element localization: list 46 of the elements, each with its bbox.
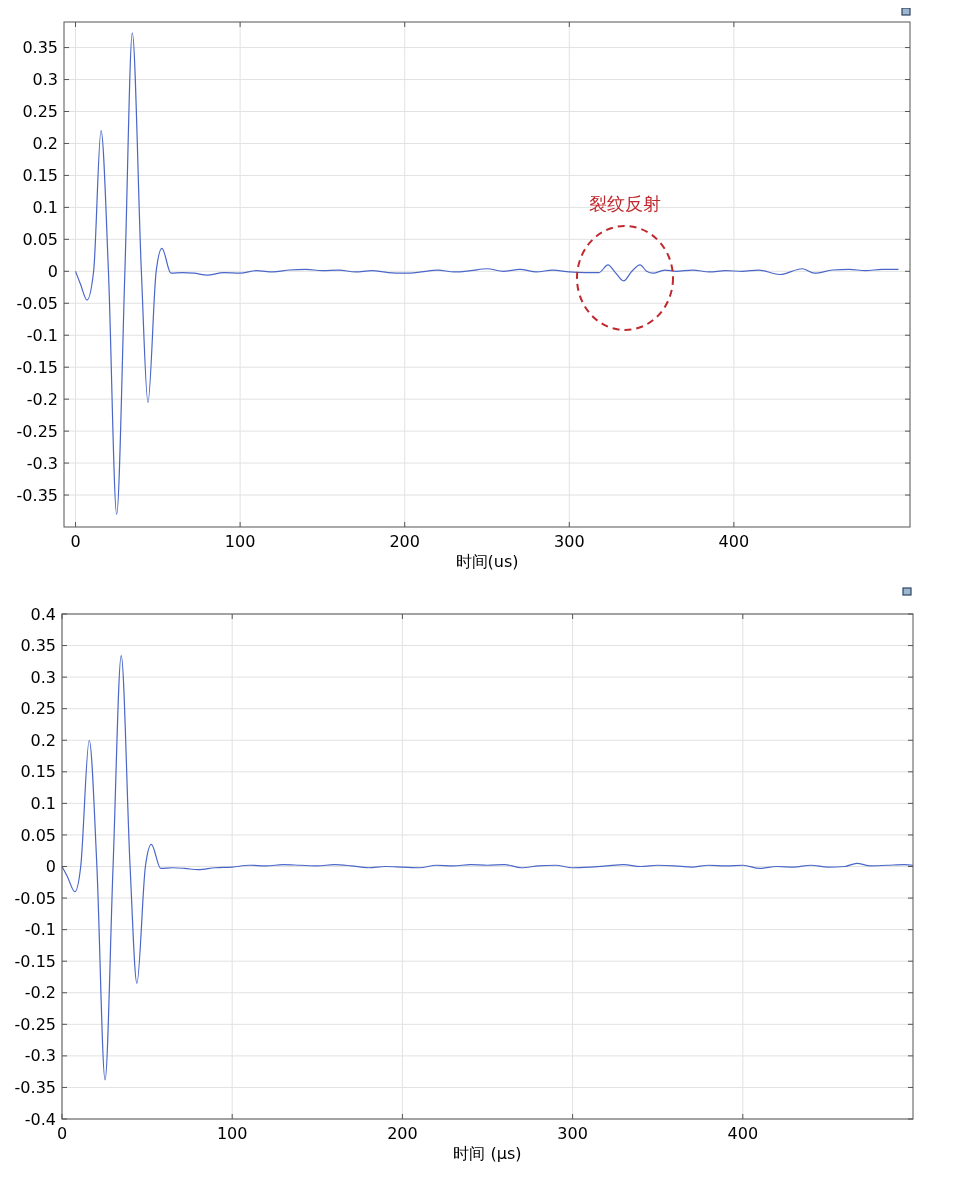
y-tick-label: -0.15 [16, 357, 58, 377]
y-tick-label: 0.1 [30, 793, 56, 813]
y-tick-label: 0.15 [20, 762, 56, 782]
y-tick-label: -0.1 [24, 920, 56, 940]
y-tick-label: 0.15 [22, 166, 58, 186]
y-tick-label: -0.25 [16, 421, 58, 441]
annotation: 裂纹反射 [589, 193, 661, 214]
y-tick-label: -0.15 [14, 951, 56, 971]
y-tick-label: -0.35 [16, 485, 58, 505]
x-axis-title: 时间(us) [455, 552, 519, 571]
x-tick-label: 300 [557, 1124, 588, 1143]
y-tick-label: -0.3 [26, 453, 58, 473]
line-series [74, 32, 900, 515]
y-tick-label: -0.25 [14, 1014, 56, 1034]
x-tick-label: 400 [718, 532, 750, 551]
line-series [61, 655, 914, 1081]
x-tick-label: 300 [554, 532, 585, 551]
y-tick-label: 0.05 [20, 825, 56, 845]
x-tick-label: 400 [727, 1124, 759, 1143]
x-tick-label: 100 [224, 532, 256, 551]
y-tick-label: -0.2 [26, 389, 58, 409]
y-tick-label: -0.35 [14, 1078, 56, 1098]
x-tick-label: 0 [70, 532, 81, 551]
y-tick-label: 0.2 [30, 730, 56, 750]
y-tick-label: -0.3 [24, 1046, 56, 1066]
y-tick-label: 0 [45, 857, 56, 877]
y-tick-label: 0.25 [22, 102, 58, 122]
x-tick-label: 200 [387, 1124, 418, 1143]
y-tick-label: 0.05 [22, 229, 58, 249]
x-tick-label: 200 [389, 532, 420, 551]
y-tick-label: 0 [47, 261, 58, 281]
y-tick-label: -0.05 [14, 888, 56, 908]
y-tick-label: -0.2 [24, 983, 56, 1003]
y-tick-label: 0.3 [32, 70, 58, 90]
y-tick-label: 0.1 [32, 197, 58, 217]
y-tick-label: 0.2 [32, 134, 58, 154]
y-tick-label: 0.35 [22, 38, 58, 58]
y-tick-label: -0.05 [16, 293, 58, 313]
x-tick-label: 100 [216, 1124, 248, 1143]
y-tick-label: -0.4 [24, 1109, 56, 1129]
x-axis-title: 时间 (μs) [453, 1144, 522, 1163]
y-tick-label: 0.4 [30, 604, 56, 624]
y-tick-label: -0.1 [26, 325, 58, 345]
y-tick-label: 0.3 [30, 667, 56, 687]
y-tick-label: 0.25 [20, 699, 56, 719]
y-tick-label: 0.35 [20, 636, 56, 656]
